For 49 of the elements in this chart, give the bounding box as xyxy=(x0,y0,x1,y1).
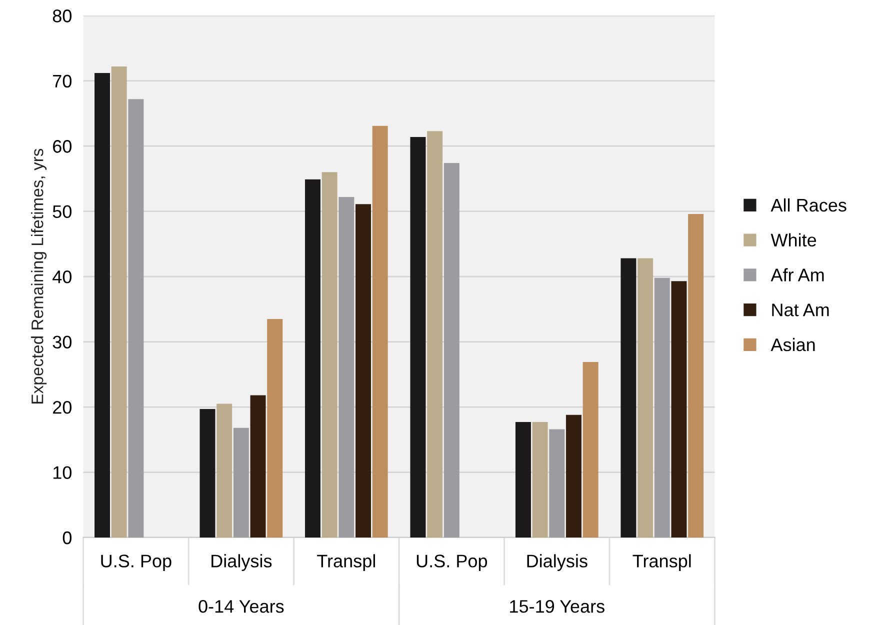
y-tick-label: 80 xyxy=(52,10,72,22)
bar xyxy=(356,204,371,538)
bar xyxy=(410,136,426,538)
text: 15-19 Years xyxy=(510,600,604,613)
x-tick-label: Transpl xyxy=(632,554,691,571)
bar xyxy=(566,414,582,538)
y-tick-label: 70 xyxy=(53,74,72,88)
legend-label: Asian xyxy=(770,338,815,352)
y-tick-label: 30 xyxy=(52,336,72,349)
y-tick-label: 40 xyxy=(52,270,72,284)
bar xyxy=(515,422,531,538)
legend-label: All Races xyxy=(770,198,846,212)
bar xyxy=(582,362,598,538)
bar xyxy=(671,281,687,538)
legend-label: Nat Am xyxy=(772,304,829,316)
bar xyxy=(94,73,110,538)
y-tick-label: 10 xyxy=(54,466,72,479)
x-tick-label: U.S. Pop xyxy=(101,554,172,571)
bar xyxy=(322,172,338,538)
bar xyxy=(638,258,654,538)
bar xyxy=(688,214,704,538)
y-tick-label: 50 xyxy=(52,205,72,218)
bar xyxy=(444,163,460,538)
legend-label: White xyxy=(770,233,816,247)
bar xyxy=(250,395,266,538)
bar xyxy=(304,179,320,538)
y-tick-label: 20 xyxy=(53,400,72,414)
bar xyxy=(427,131,443,538)
x-tick-label: U.S. Pop xyxy=(416,554,488,571)
bar xyxy=(267,318,283,538)
bar xyxy=(233,428,249,538)
bar xyxy=(620,258,636,538)
y-tick-label: 0 xyxy=(62,531,72,544)
y-tick-label: 60 xyxy=(53,140,72,153)
legend-label: Afr Am xyxy=(770,268,824,282)
bar xyxy=(111,66,127,538)
bar xyxy=(338,196,354,538)
bar xyxy=(549,429,565,538)
bar xyxy=(372,126,388,538)
bar xyxy=(200,408,216,538)
bar xyxy=(216,404,232,538)
text: 0-14 Years xyxy=(198,600,284,613)
x-tick-label: Dialysis xyxy=(527,554,588,571)
x-tick-label: Transpl xyxy=(317,554,375,571)
x-tick-label: Dialysis xyxy=(212,554,272,571)
bar xyxy=(128,99,144,538)
y-axis-title: Expected Remaining Lifetimes, yrs xyxy=(31,148,47,404)
bar xyxy=(532,422,548,538)
bar xyxy=(654,278,670,538)
